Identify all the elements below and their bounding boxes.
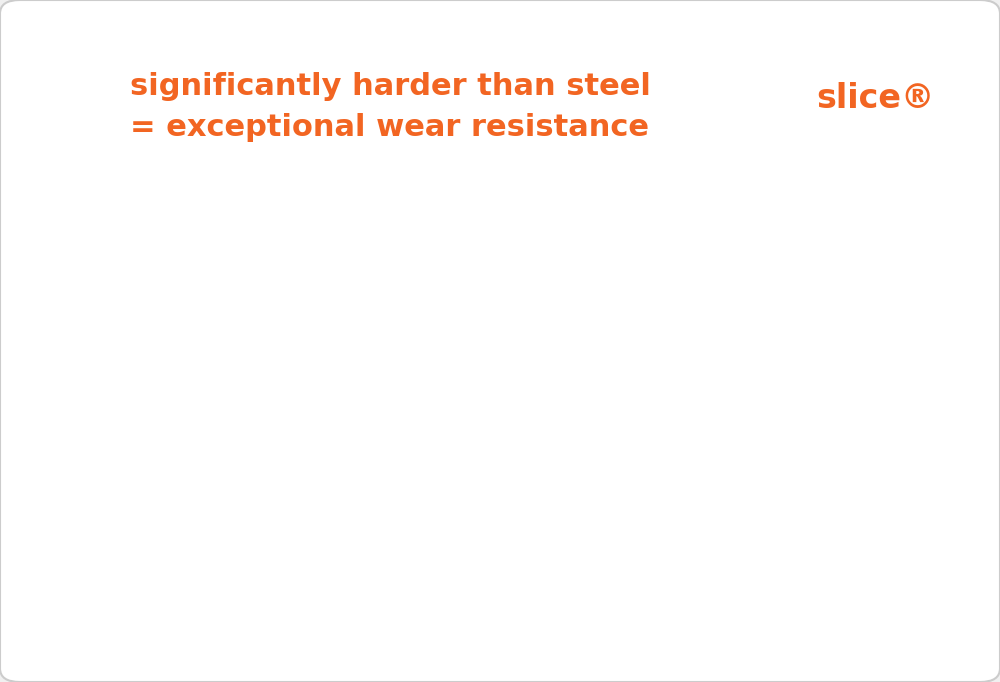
Text: ◇: ◇ <box>830 494 864 537</box>
Bar <box>180 262 868 291</box>
Ellipse shape <box>344 266 360 272</box>
Polygon shape <box>465 368 479 374</box>
Polygon shape <box>441 374 507 390</box>
X-axis label: MOHS HARDNESS: MOHS HARDNESS <box>503 642 627 656</box>
Text: = exceptional wear resistance: = exceptional wear resistance <box>130 113 649 142</box>
Ellipse shape <box>344 239 360 246</box>
Bar <box>180 535 352 564</box>
FancyBboxPatch shape <box>573 440 729 488</box>
Text: significantly harder than steel: significantly harder than steel <box>130 72 651 101</box>
Bar <box>180 467 455 496</box>
Bar <box>180 330 744 359</box>
Text: slice®: slice® <box>816 82 934 115</box>
FancyBboxPatch shape <box>343 241 361 271</box>
Bar <box>180 398 489 428</box>
Text: slice: slice <box>638 464 663 474</box>
Text: 🔨: 🔨 <box>459 306 479 339</box>
